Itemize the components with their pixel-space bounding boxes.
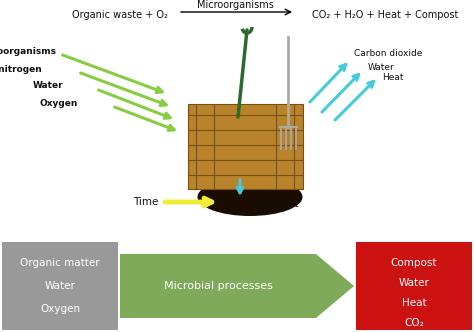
Text: Carbon dioxide: Carbon dioxide	[354, 49, 422, 58]
Text: Oxygen: Oxygen	[40, 99, 78, 108]
Text: Oxygen: Oxygen	[40, 304, 80, 314]
Text: Sources of carbon and nitrogen: Sources of carbon and nitrogen	[0, 64, 42, 73]
Text: Microbial processes: Microbial processes	[164, 281, 273, 291]
Text: Water: Water	[32, 81, 63, 91]
FancyBboxPatch shape	[188, 104, 303, 189]
Text: CO₂ + H₂O + Heat + Compost: CO₂ + H₂O + Heat + Compost	[312, 10, 458, 20]
Text: Organic waste + O₂: Organic waste + O₂	[72, 10, 168, 20]
Text: Water: Water	[368, 62, 395, 71]
FancyBboxPatch shape	[2, 242, 118, 330]
Text: Time: Time	[133, 197, 158, 207]
Text: Water: Water	[45, 281, 75, 291]
Text: CO₂: CO₂	[404, 318, 424, 328]
Text: Heat: Heat	[401, 298, 426, 308]
Text: Compost: Compost	[252, 199, 299, 209]
Polygon shape	[120, 254, 354, 318]
Ellipse shape	[198, 178, 302, 216]
Text: Heat: Heat	[382, 73, 403, 82]
FancyBboxPatch shape	[356, 242, 472, 330]
Text: Microorganisms: Microorganisms	[197, 0, 273, 10]
Text: Organic matter: Organic matter	[20, 258, 100, 268]
Text: Water: Water	[399, 278, 429, 288]
Text: Compost: Compost	[391, 258, 437, 268]
Text: Microorganisms: Microorganisms	[0, 46, 56, 55]
